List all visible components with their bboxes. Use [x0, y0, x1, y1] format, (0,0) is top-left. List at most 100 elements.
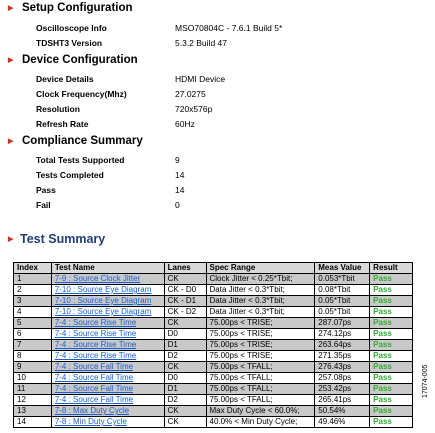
cell-lanes: D2 — [163, 350, 207, 362]
device-section-header[interactable]: ▶ Device Configuration — [8, 54, 138, 66]
test-name-link[interactable]: 7-9 : Source Clock Jitter — [50, 273, 165, 285]
compliance-value-fail: 0 — [175, 200, 180, 210]
test-name-link[interactable]: 7-4 : Source Fall Time — [50, 394, 165, 406]
column-header-meas-value: Meas Value — [314, 262, 371, 274]
cell-index: 8 — [13, 350, 52, 362]
test-name-link[interactable]: 7-8 : Min Duty Cycle — [50, 416, 165, 428]
cell-index: 7 — [13, 339, 52, 351]
compliance-label-fail: Fail — [36, 200, 51, 210]
setup-label-oscilloscope: Oscilloscope Info — [36, 23, 107, 33]
table-row: 14 7-8 : Min Duty Cycle CK 40.0% < Min Duty… — [13, 416, 413, 428]
compliance-value-total: 9 — [175, 155, 180, 165]
cell-meas-value: 0.053*Tbit — [314, 273, 371, 285]
column-header-lanes: Lanes — [163, 262, 207, 274]
compliance-value-completed: 14 — [175, 170, 185, 180]
device-label-details: Device Details — [36, 74, 94, 84]
test-name-link[interactable]: 7-10 : Source Eye Diagram — [50, 284, 165, 296]
cell-result: Pass — [369, 273, 413, 285]
compliance-label-completed: Tests Completed — [36, 170, 104, 180]
test-name-link[interactable]: 7-4 : Source Rise Time — [50, 350, 165, 362]
cell-index: 9 — [13, 361, 52, 373]
table-row: 12 7-4 : Source Fall Time D2 75.00ps < TFAL… — [13, 394, 413, 406]
cell-lanes: CK — [163, 273, 207, 285]
cell-spec-range: 75.00ps < TFALL; — [205, 383, 316, 395]
expand-arrow-icon[interactable]: ▶ — [8, 57, 14, 64]
setup-value-tdsht3: 5.3.2 Build 47 — [175, 38, 227, 48]
cell-spec-range: 75.00ps < TRISE; — [205, 350, 316, 362]
table-body: 1 7-9 : Source Clock Jitter CK Clock Jitter… — [13, 273, 413, 428]
cell-index: 4 — [13, 306, 52, 318]
test-name-link[interactable]: 7-10 : Source Eye Diagram — [50, 306, 165, 318]
table-row: 2 7-10 : Source Eye Diagram CK - D0 Data Ji… — [13, 284, 413, 296]
table-row: 3 7-10 : Source Eye Diagram CK - D1 Data Ji… — [13, 295, 413, 307]
compliance-label-pass: Pass — [36, 185, 56, 195]
cell-lanes: CK - D2 — [163, 306, 207, 318]
expand-arrow-icon[interactable]: ▶ — [8, 138, 14, 145]
cell-lanes: CK — [163, 405, 207, 417]
cell-spec-range: Clock Jitter < 0.25*Tbit; — [205, 273, 316, 285]
cell-spec-range: 40.0% < Min Duty Cycle; — [205, 416, 316, 428]
device-value-clock: 27.0275 — [175, 89, 206, 99]
test-summary-header[interactable]: ▶ Test Summary — [8, 232, 105, 246]
table-row: 13 7-8 : Max Duty Cycle CK Max Duty Cycle <… — [13, 405, 413, 417]
device-value-details: HDMI Device — [175, 74, 226, 84]
device-value-refresh: 60Hz — [175, 119, 195, 129]
table-row: 1 7-9 : Source Clock Jitter CK Clock Jitter… — [13, 273, 413, 285]
cell-lanes: CK — [163, 317, 207, 329]
cell-lanes: CK - D0 — [163, 284, 207, 296]
device-value-resolution: 720x576p — [175, 104, 213, 114]
test-name-link[interactable]: 7-4 : Source Fall Time — [50, 372, 165, 384]
cell-index: 10 — [13, 372, 52, 384]
compliance-section-header[interactable]: ▶ Compliance Summary — [8, 135, 143, 147]
cell-index: 14 — [13, 416, 52, 428]
cell-spec-range: Data Jitter < 0.3*Tbit; — [205, 295, 316, 307]
cell-lanes: CK — [163, 361, 207, 373]
expand-arrow-icon[interactable]: ▶ — [8, 236, 14, 243]
column-header-result: Result — [369, 262, 413, 274]
test-name-link[interactable]: 7-4 : Source Fall Time — [50, 383, 165, 395]
cell-meas-value: 0.05*Tbit — [314, 306, 371, 318]
setup-section-header[interactable]: ▶ Setup Configuration — [8, 2, 133, 14]
device-label-refresh: Refresh Rate — [36, 119, 89, 129]
compliance-label-total: Total Tests Supported — [36, 155, 125, 165]
table-header-row: Index Test Name Lanes Spec Range Meas Va… — [13, 262, 413, 274]
test-name-link[interactable]: 7-4 : Source Rise Time — [50, 317, 165, 329]
cell-spec-range: 75.00ps < TFALL; — [205, 361, 316, 373]
test-name-link[interactable]: 7-8 : Max Duty Cycle — [50, 405, 165, 417]
cell-result: Pass — [369, 295, 413, 307]
cell-spec-range: 75.00ps < TRISE; — [205, 339, 316, 351]
expand-arrow-icon[interactable]: ▶ — [8, 5, 14, 12]
cell-meas-value: 276.43ps — [314, 361, 371, 373]
test-name-link[interactable]: 7-4 : Source Fall Time — [50, 361, 165, 373]
cell-spec-range: 75.00ps < TFALL; — [205, 372, 316, 384]
cell-lanes: D1 — [163, 383, 207, 395]
cell-lanes: D0 — [163, 328, 207, 340]
test-name-link[interactable]: 7-4 : Source Rise Time — [50, 328, 165, 340]
cell-result: Pass — [369, 383, 413, 395]
column-header-spec-range: Spec Range — [205, 262, 316, 274]
cell-result: Pass — [369, 317, 413, 329]
cell-lanes: D0 — [163, 372, 207, 384]
cell-meas-value: 271.35ps — [314, 350, 371, 362]
cell-index: 12 — [13, 394, 52, 406]
cell-meas-value: 265.41ps — [314, 394, 371, 406]
test-name-link[interactable]: 7-10 : Source Eye Diagram — [50, 295, 165, 307]
table-row: 6 7-4 : Source Rise Time D0 75.00ps < TRISE… — [13, 328, 413, 340]
test-summary-table: Index Test Name Lanes Spec Range Meas Va… — [13, 262, 413, 428]
cell-result: Pass — [369, 339, 413, 351]
cell-meas-value: 287.07ps — [314, 317, 371, 329]
device-label-clock: Clock Frequency(Mhz) — [36, 89, 127, 99]
cell-lanes: CK - D1 — [163, 295, 207, 307]
cell-meas-value: 50.54% — [314, 405, 371, 417]
test-name-link[interactable]: 7-4 : Source Rise Time — [50, 339, 165, 351]
cell-meas-value: 257.08ps — [314, 372, 371, 384]
compliance-section-title: Compliance Summary — [22, 135, 143, 147]
cell-lanes: D2 — [163, 394, 207, 406]
table-row: 7 7-4 : Source Rise Time D1 75.00ps < TRISE… — [13, 339, 413, 351]
cell-result: Pass — [369, 405, 413, 417]
device-section-title: Device Configuration — [22, 54, 138, 66]
cell-index: 11 — [13, 383, 52, 395]
cell-meas-value: 274.12ps — [314, 328, 371, 340]
compliance-value-pass: 14 — [175, 185, 185, 195]
cell-index: 2 — [13, 284, 52, 296]
